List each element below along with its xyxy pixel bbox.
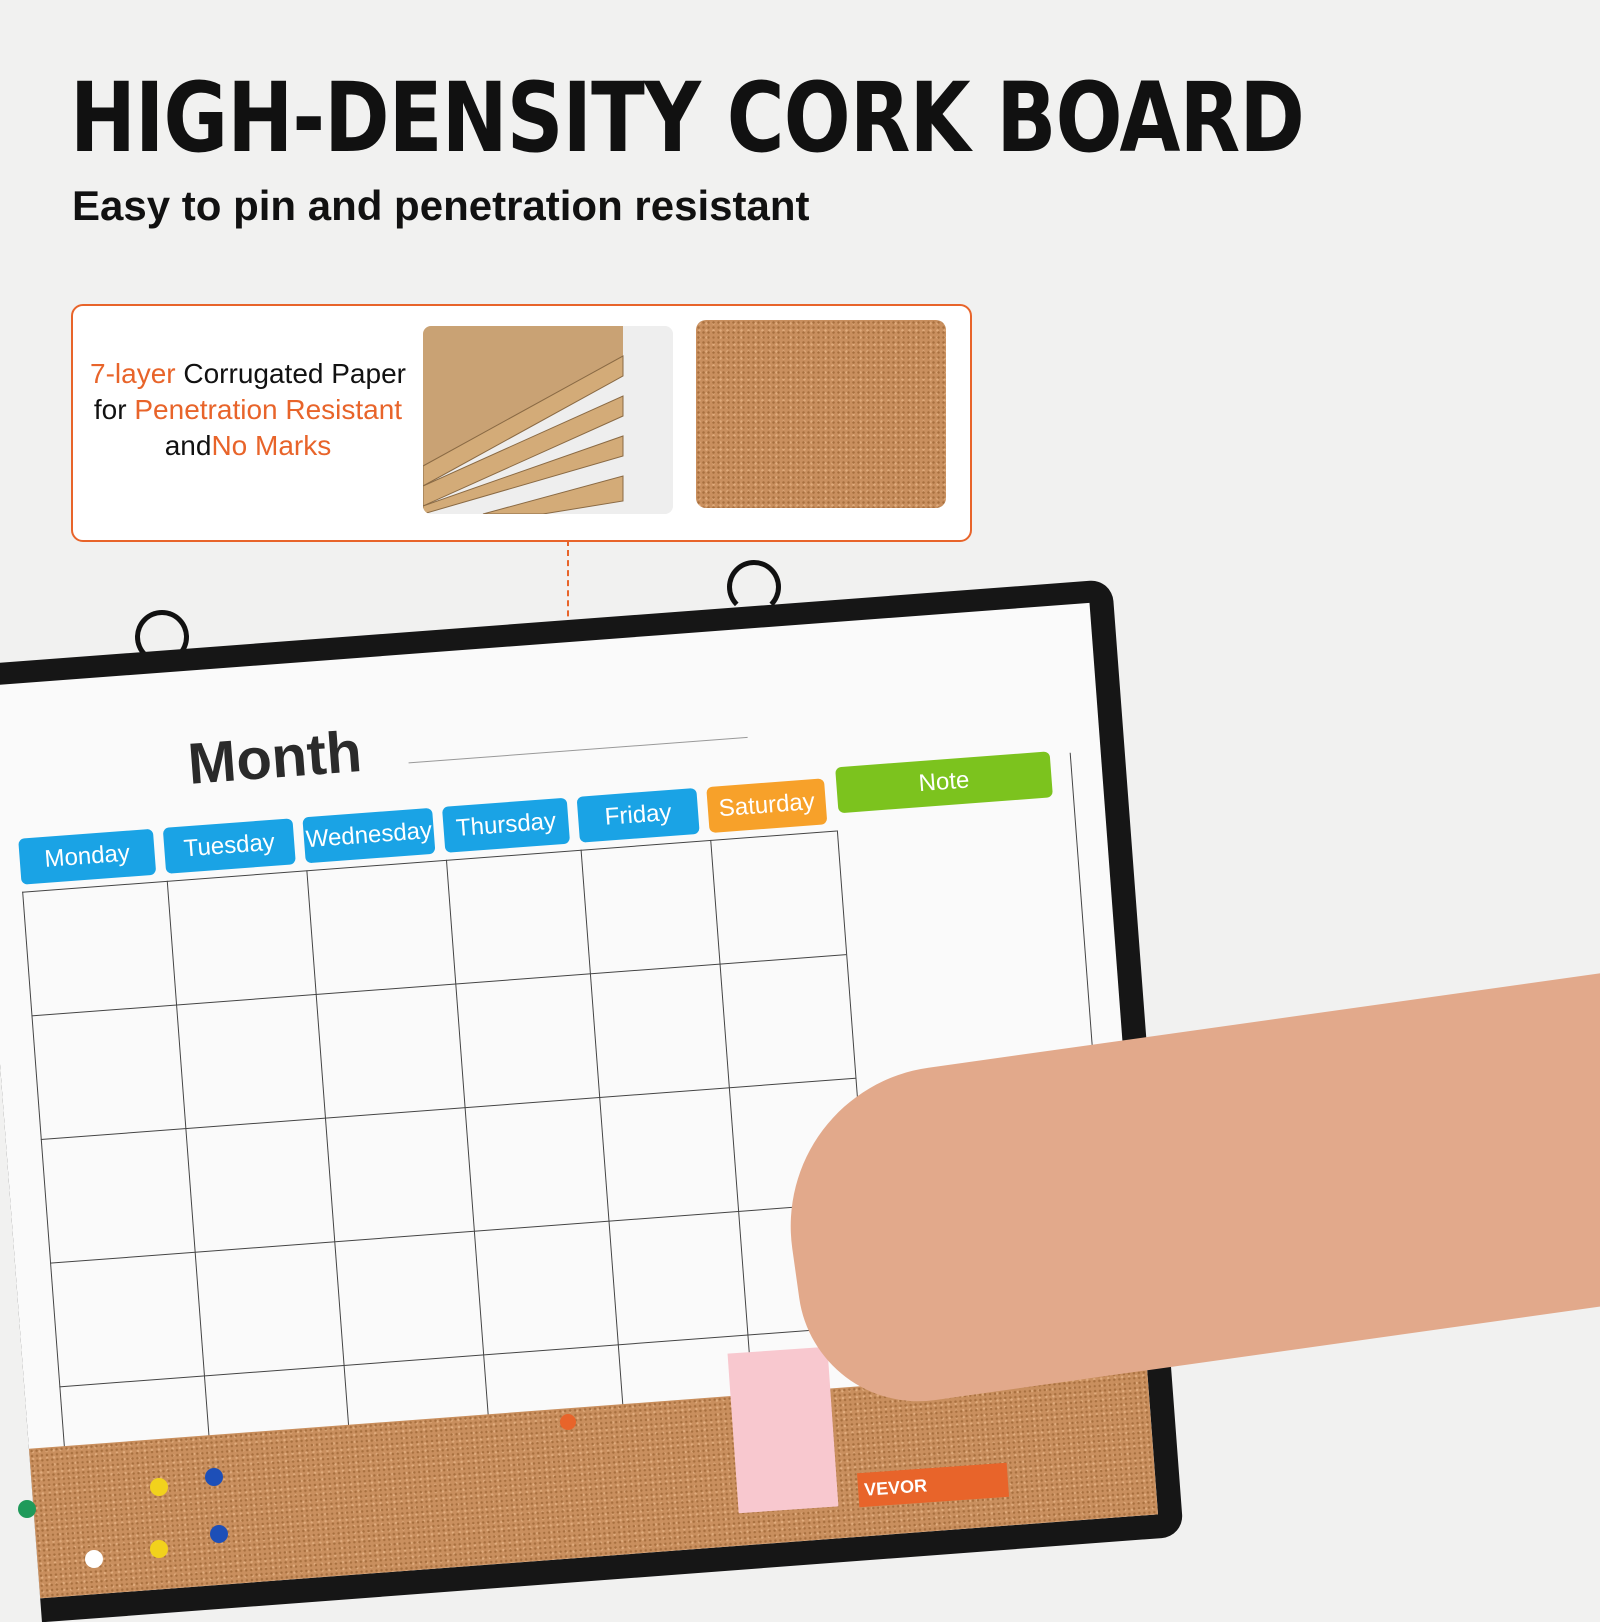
plain-text: Corrugated Paper for (93, 358, 406, 425)
tab-tuesday: Tuesday (162, 818, 296, 874)
plain-text: and (164, 430, 212, 461)
tab-friday: Friday (576, 787, 700, 843)
tab-note: Note (835, 751, 1053, 814)
push-pin-icon (150, 1478, 168, 1496)
push-pin-icon (150, 1540, 168, 1558)
pink-note-paper (727, 1346, 839, 1514)
grid-line (445, 859, 494, 1479)
push-pin-icon (210, 1525, 228, 1543)
corrugated-paper-image (423, 326, 673, 514)
grid-line (22, 891, 70, 1510)
hanging-hook-icon (727, 560, 781, 614)
tab-saturday: Saturday (706, 778, 828, 834)
page-subtitle: Easy to pin and penetration resistant (72, 182, 810, 229)
month-label: Month (185, 718, 364, 797)
grid-line (306, 870, 354, 1489)
highlight-text: 7-layer (90, 358, 176, 389)
page-title: HIGH-DENSITY CORK BOARD (70, 62, 1305, 174)
highlight-text: Penetration Resistant (134, 394, 403, 425)
highlight-text: No Marks (211, 430, 332, 461)
month-line (408, 736, 748, 764)
grid-line (580, 849, 629, 1468)
push-pin-icon (18, 1500, 36, 1518)
grid-line (40, 1077, 856, 1141)
feature-callout: 7-layer Corrugated Paper for Penetration… (71, 304, 972, 542)
grid-line (50, 1201, 865, 1264)
tab-thursday: Thursday (441, 797, 571, 853)
cork-texture-image (696, 320, 946, 508)
grid-line (31, 954, 847, 1017)
callout-text: 7-layer Corrugated Paper for Penetration… (83, 356, 413, 464)
grid-line (166, 880, 215, 1500)
hanging-hook-icon (135, 610, 189, 664)
tab-wednesday: Wednesday (302, 807, 436, 864)
tab-monday: Monday (18, 828, 157, 885)
callout-marker-dot (560, 1414, 576, 1430)
push-pin-icon (85, 1550, 103, 1568)
push-pin-icon (205, 1468, 223, 1486)
